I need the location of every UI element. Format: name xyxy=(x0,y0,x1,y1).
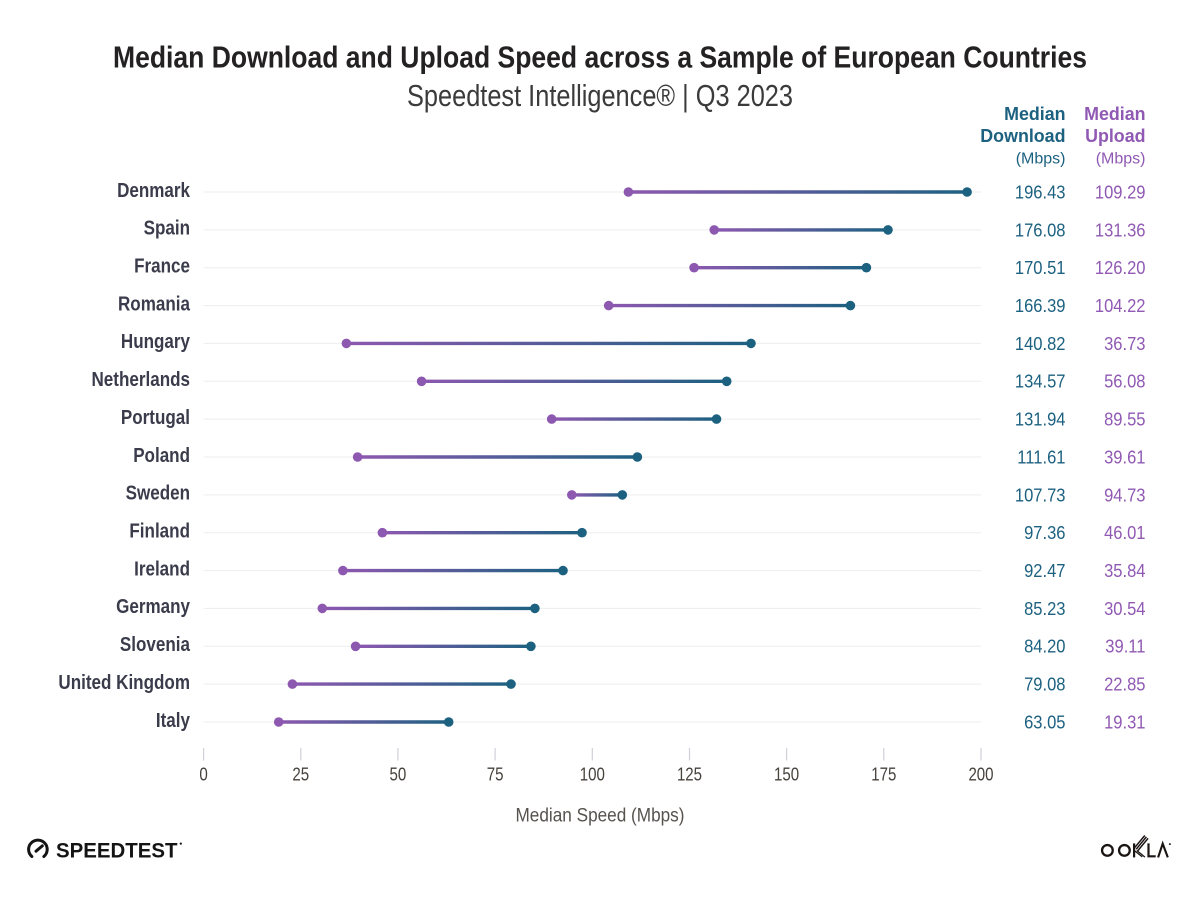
svg-text:Portugal: Portugal xyxy=(121,407,190,429)
svg-text:Download: Download xyxy=(980,126,1065,146)
svg-text:Romania: Romania xyxy=(118,293,191,315)
svg-text:131.36: 131.36 xyxy=(1095,220,1146,240)
svg-text:166.39: 166.39 xyxy=(1015,296,1066,316)
svg-text:(Mbps): (Mbps) xyxy=(1016,151,1066,168)
svg-text:Sweden: Sweden xyxy=(126,483,190,505)
svg-text:22.85: 22.85 xyxy=(1104,675,1145,695)
svg-text:104.22: 104.22 xyxy=(1095,296,1146,316)
svg-text:84.20: 84.20 xyxy=(1024,637,1065,657)
svg-text:Slovenia: Slovenia xyxy=(120,634,191,656)
svg-text:109.29: 109.29 xyxy=(1095,182,1146,202)
svg-text:200: 200 xyxy=(968,765,993,785)
svg-text:Poland: Poland xyxy=(133,445,190,467)
svg-text:Finland: Finland xyxy=(129,521,190,543)
svg-text:Median Download and Upload Spe: Median Download and Upload Speed across … xyxy=(113,40,1087,75)
svg-text:Median: Median xyxy=(1004,104,1065,124)
svg-text:Upload: Upload xyxy=(1085,126,1145,146)
svg-text:(Mbps): (Mbps) xyxy=(1096,151,1146,168)
svg-text:100: 100 xyxy=(580,765,605,785)
svg-text:Germany: Germany xyxy=(116,596,191,618)
svg-text:39.11: 39.11 xyxy=(1105,637,1145,657)
svg-text:196.43: 196.43 xyxy=(1015,182,1066,202)
svg-text:150: 150 xyxy=(774,765,799,785)
svg-text:50: 50 xyxy=(390,765,407,785)
svg-text:United Kingdom: United Kingdom xyxy=(58,672,190,694)
svg-text:Speedtest Intelligence® | Q3 2: Speedtest Intelligence® | Q3 2023 xyxy=(407,78,793,113)
svg-text:Denmark: Denmark xyxy=(117,180,191,202)
svg-text:0: 0 xyxy=(199,765,207,785)
svg-text:175: 175 xyxy=(871,765,896,785)
svg-text:46.01: 46.01 xyxy=(1104,523,1145,543)
svg-text:134.57: 134.57 xyxy=(1015,372,1066,392)
svg-text:94.73: 94.73 xyxy=(1104,485,1145,505)
svg-text:39.61: 39.61 xyxy=(1104,447,1145,467)
svg-text:75: 75 xyxy=(487,765,504,785)
svg-text:140.82: 140.82 xyxy=(1015,334,1066,354)
svg-text:France: France xyxy=(134,256,190,278)
svg-text:131.94: 131.94 xyxy=(1015,410,1066,430)
svg-text:19.31: 19.31 xyxy=(1104,712,1145,732)
svg-text:Hungary: Hungary xyxy=(121,331,191,353)
svg-text:125: 125 xyxy=(677,765,702,785)
svg-text:Netherlands: Netherlands xyxy=(92,369,191,391)
svg-text:56.08: 56.08 xyxy=(1104,372,1145,392)
svg-text:89.55: 89.55 xyxy=(1104,410,1145,430)
svg-text:92.47: 92.47 xyxy=(1024,561,1065,581)
svg-text:SPEEDTEST: SPEEDTEST xyxy=(56,840,178,863)
svg-text:Ireland: Ireland xyxy=(134,558,190,580)
svg-text:111.61: 111.61 xyxy=(1017,447,1065,467)
svg-text:Median Speed (Mbps): Median Speed (Mbps) xyxy=(516,806,685,827)
svg-text:25: 25 xyxy=(292,765,309,785)
svg-text:Italy: Italy xyxy=(156,710,191,732)
svg-text:63.05: 63.05 xyxy=(1024,712,1065,732)
svg-text:170.51: 170.51 xyxy=(1015,258,1066,278)
svg-text:97.36: 97.36 xyxy=(1024,523,1065,543)
svg-text:79.08: 79.08 xyxy=(1024,675,1065,695)
svg-text:35.84: 35.84 xyxy=(1104,561,1145,581)
svg-text:176.08: 176.08 xyxy=(1015,220,1066,240)
svg-text:126.20: 126.20 xyxy=(1095,258,1146,278)
svg-text:30.54: 30.54 xyxy=(1104,599,1145,619)
svg-text:Spain: Spain xyxy=(144,218,190,240)
svg-text:Median: Median xyxy=(1084,104,1145,124)
svg-text:36.73: 36.73 xyxy=(1104,334,1145,354)
svg-text:107.73: 107.73 xyxy=(1015,485,1066,505)
svg-text:85.23: 85.23 xyxy=(1024,599,1065,619)
